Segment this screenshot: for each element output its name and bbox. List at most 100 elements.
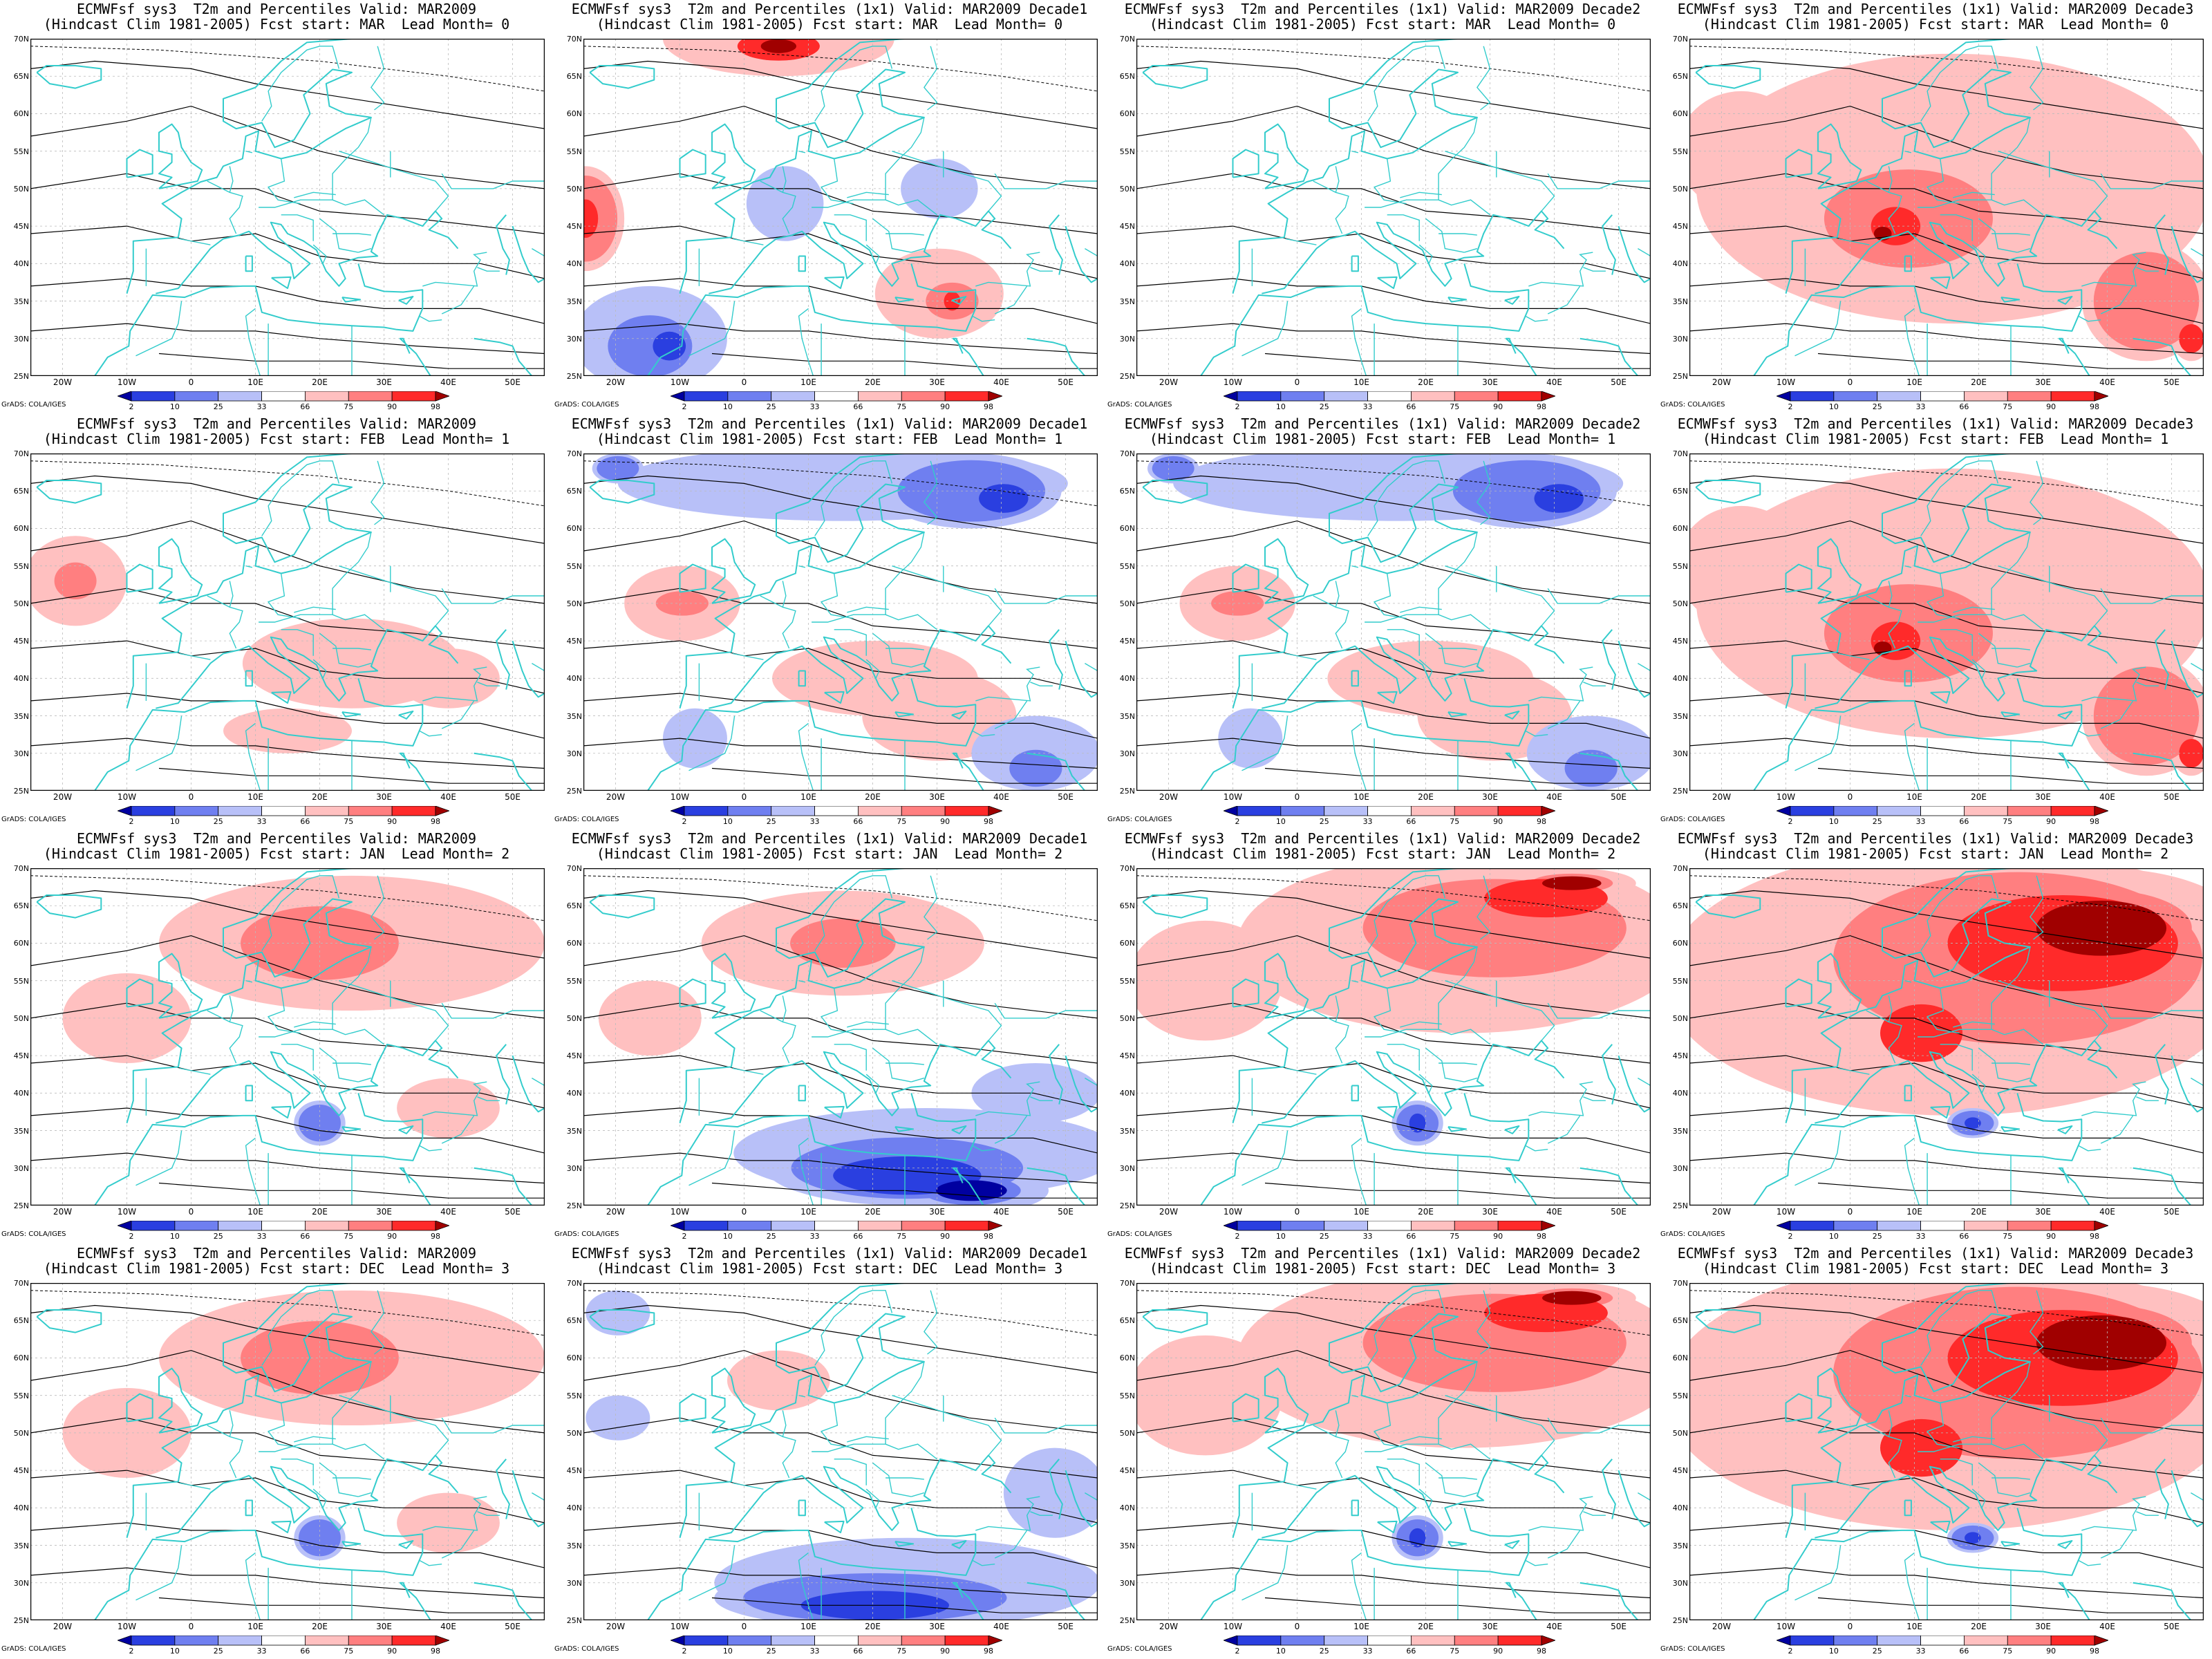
border — [2100, 1115, 2134, 1144]
panel-title-line1: ECMWFsf sys3 T2m and Percentiles Valid: … — [77, 415, 476, 432]
lat-tick-label: 25N — [13, 787, 29, 796]
border — [207, 595, 243, 649]
colorbar-label: 66 — [300, 1232, 310, 1241]
coastline — [1753, 678, 2083, 791]
colorbar-segment — [1920, 391, 1965, 402]
lon-tick-label: 0 — [1294, 792, 1300, 802]
border — [1451, 1361, 1478, 1405]
colorbar-segment — [1454, 805, 1499, 816]
border — [812, 1403, 899, 1452]
lon-tick-label: 10W — [117, 792, 137, 802]
coastline — [2057, 711, 2073, 720]
coastline — [647, 1508, 977, 1620]
coastline — [399, 752, 432, 791]
lat-tick-label: 45N — [13, 222, 29, 232]
border — [2100, 173, 2204, 189]
lon-tick-label: 50E — [505, 377, 521, 387]
lat-tick-label: 60N — [1672, 939, 1688, 948]
border — [1365, 159, 1452, 208]
colorbar — [1775, 805, 2110, 828]
anomaly-shading — [1564, 749, 1618, 787]
map-panel: ECMWFsf sys3 T2m and Percentiles Valid: … — [0, 415, 553, 830]
colorbar-segment — [1411, 1635, 1455, 1646]
border — [688, 715, 735, 771]
panel-title: ECMWFsf sys3 T2m and Percentiles Valid: … — [0, 1, 553, 32]
coastline — [1695, 65, 1761, 89]
border — [267, 573, 301, 619]
border — [892, 980, 1002, 1041]
lon-tick-label: 20E — [1971, 377, 1987, 387]
coastline — [2057, 1540, 2073, 1549]
border — [422, 666, 487, 702]
border — [419, 315, 442, 322]
border — [1547, 1417, 1651, 1434]
coastline — [1815, 1040, 2118, 1124]
panel-title-line2: (Hindcast Clim 1981-2005) Fcst start: JA… — [1149, 845, 1616, 862]
border — [798, 565, 806, 568]
border — [924, 460, 938, 525]
border — [2078, 730, 2101, 737]
colorbar-segment — [1877, 1220, 1921, 1231]
border — [782, 581, 787, 608]
lat-tick-label: 40N — [566, 1089, 582, 1098]
colorbar-segment — [2007, 805, 2052, 816]
border — [2136, 1096, 2159, 1101]
colorbar-segment — [2050, 1635, 2095, 1646]
colorbar-label: 33 — [1915, 1647, 1926, 1656]
border — [319, 46, 340, 69]
border — [1335, 995, 1340, 1022]
border — [1418, 1488, 1433, 1508]
coastline — [2171, 225, 2204, 283]
border — [834, 214, 867, 241]
lon-tick-label: 0 — [1847, 1622, 1853, 1631]
coastline — [1785, 868, 2050, 1123]
colorbar-label: 2 — [682, 402, 687, 411]
lon-tick-label: 40E — [1546, 1622, 1562, 1631]
lat-tick-label: 30N — [1672, 1578, 1688, 1588]
colorbar-label: 2 — [1788, 1232, 1793, 1241]
colorbar-segment — [684, 805, 729, 816]
border — [898, 117, 925, 160]
border — [2136, 682, 2159, 686]
lat-tick-label: 30N — [566, 334, 582, 344]
border — [1904, 722, 1920, 791]
border — [281, 1044, 314, 1071]
coastline — [709, 1040, 1012, 1124]
isotherm — [583, 1107, 1098, 1154]
colorbar — [1775, 1220, 2110, 1243]
lat-tick-label: 25N — [13, 1201, 29, 1210]
border — [994, 1530, 1028, 1559]
coastline — [1232, 563, 1259, 593]
border — [1400, 1436, 1442, 1443]
colorbar-label: 10 — [169, 402, 180, 411]
colorbar-segment — [218, 805, 262, 816]
border — [924, 1290, 938, 1355]
coastline — [1930, 1105, 1951, 1119]
colorbar-segment — [1833, 805, 1878, 816]
lat-tick-label: 50N — [1672, 1428, 1688, 1438]
border — [2030, 460, 2044, 525]
border — [422, 252, 487, 287]
isotherm — [1689, 1349, 2204, 1434]
lon-tick-label: 10E — [1906, 792, 1922, 802]
coastline — [1200, 678, 1530, 791]
lat-tick-label: 30N — [1672, 749, 1688, 758]
lat-tick-label: 60N — [566, 524, 582, 534]
coastline — [1232, 1283, 1497, 1538]
colorbar-segment — [684, 391, 729, 402]
coastline — [1351, 255, 1359, 272]
isotherm — [30, 1522, 545, 1568]
lon-tick-label: 0 — [1847, 377, 1853, 387]
map-plot-area — [1689, 39, 2204, 376]
coastline — [647, 1093, 977, 1206]
lat-tick-label: 45N — [1672, 222, 1688, 232]
coastline — [2155, 629, 2169, 690]
border — [532, 662, 545, 672]
lat-tick-label: 30N — [13, 1163, 29, 1173]
border — [441, 285, 475, 315]
colorbar-segment — [1790, 391, 1835, 402]
lon-tick-label: 40E — [440, 377, 456, 387]
coastline — [158, 953, 203, 1019]
isotherm — [1689, 693, 2204, 739]
coastline — [679, 1283, 944, 1538]
